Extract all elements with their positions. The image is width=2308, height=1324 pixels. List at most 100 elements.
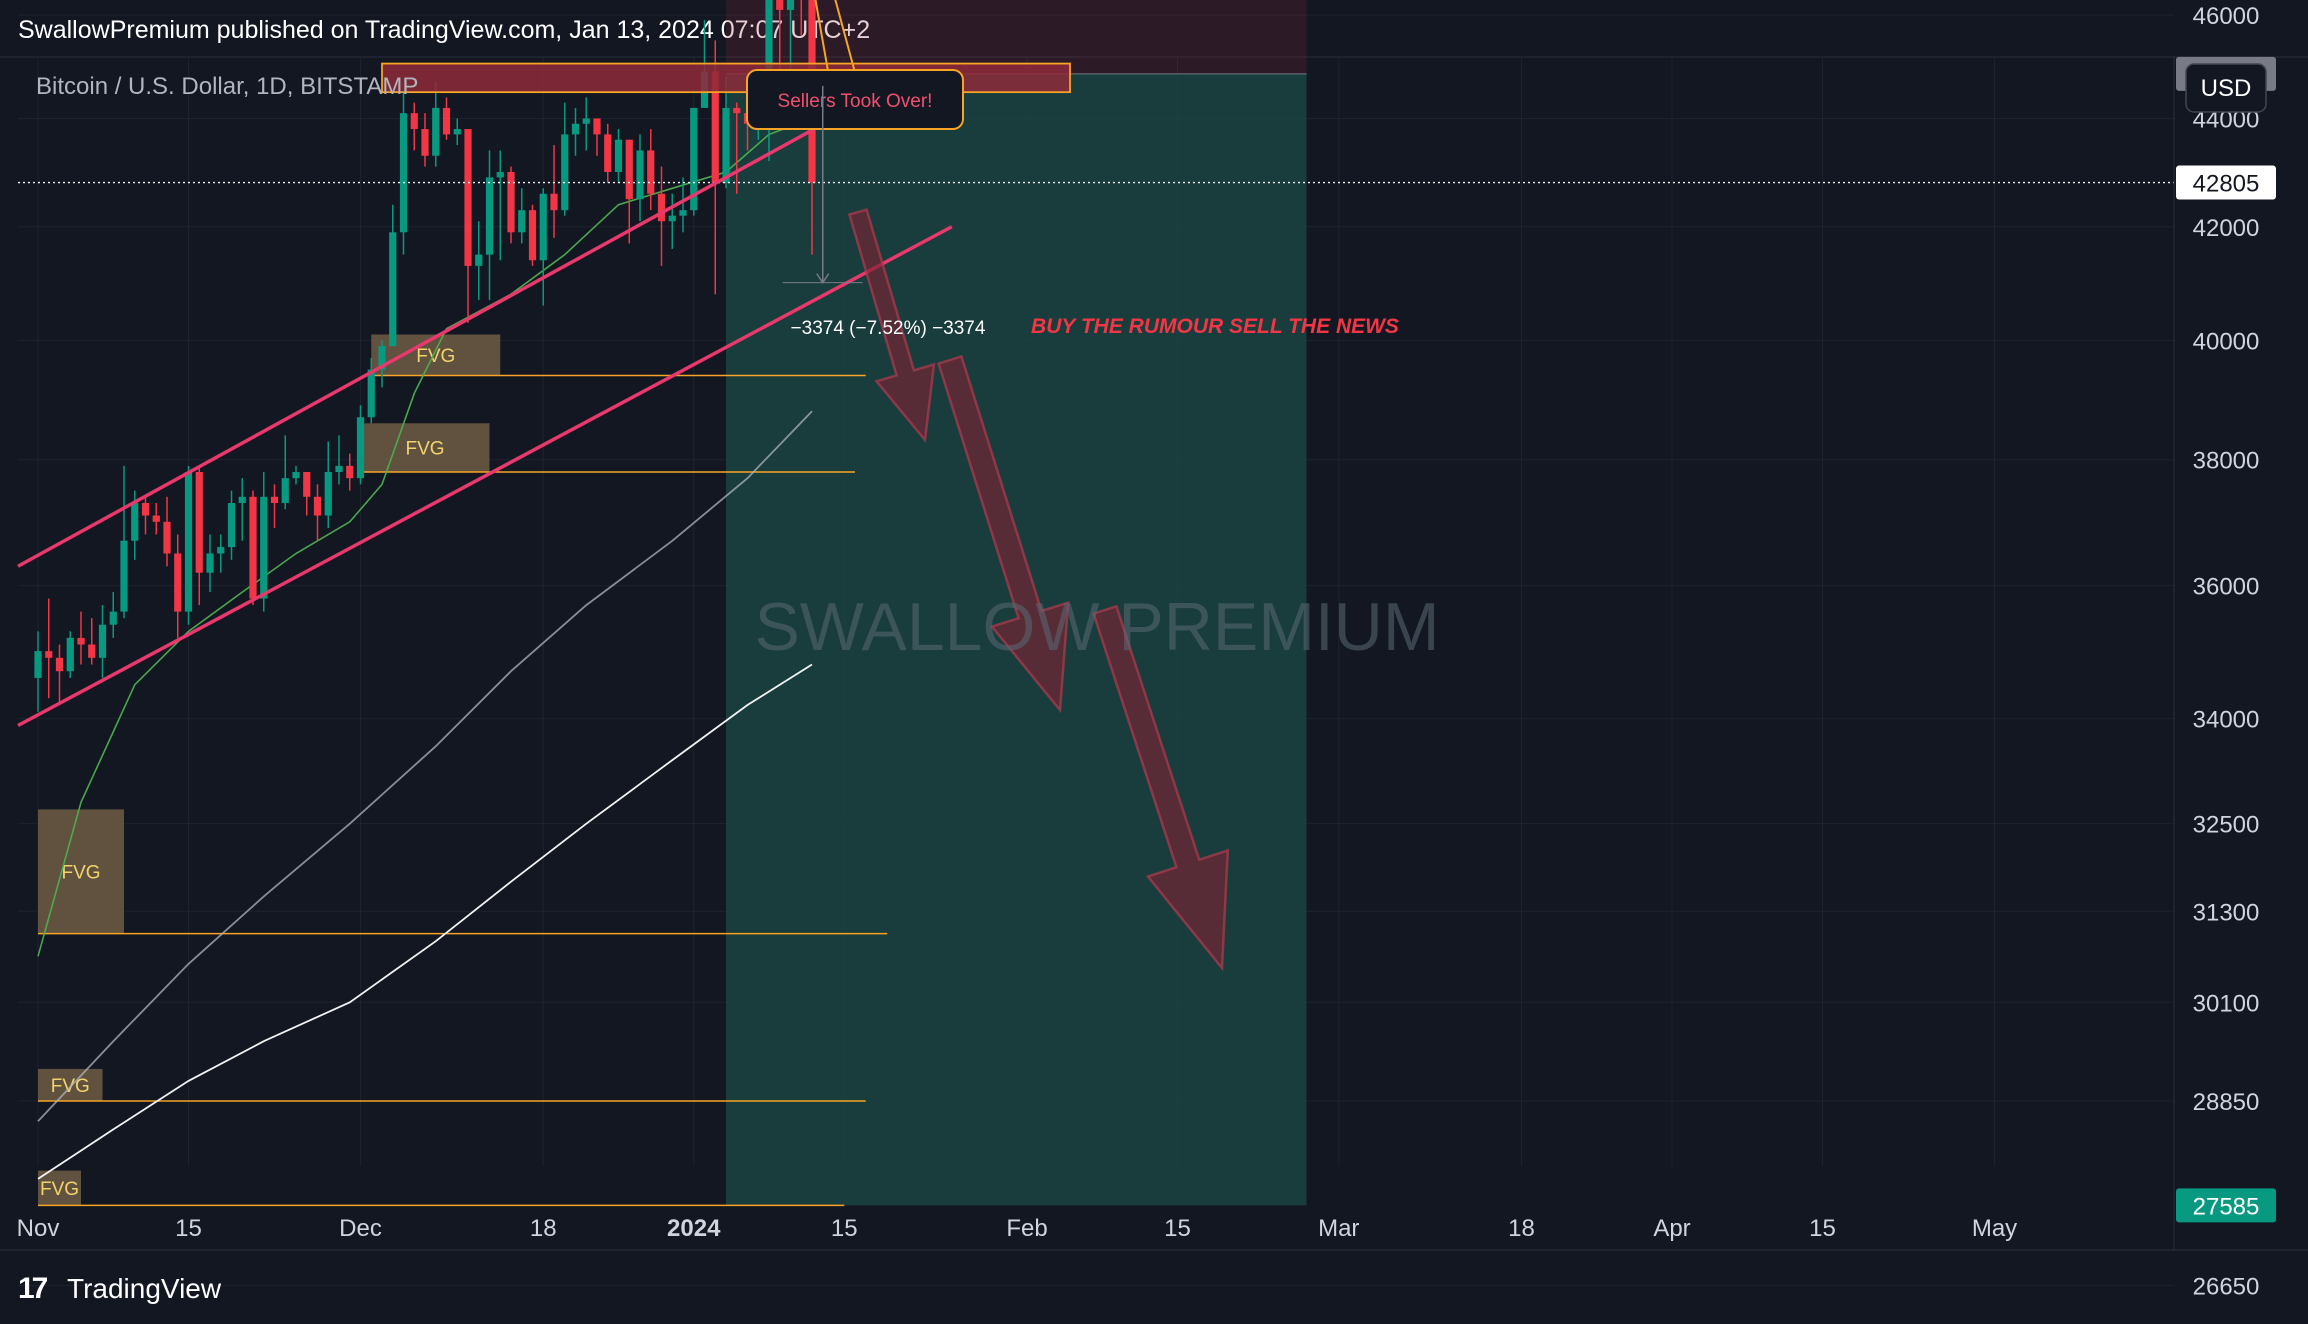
candle-body bbox=[625, 139, 633, 200]
x-tick-label: 15 bbox=[831, 1215, 858, 1242]
down-arrow-1 bbox=[847, 207, 936, 444]
candle-body bbox=[184, 472, 193, 612]
candle-body bbox=[410, 113, 418, 130]
y-tick-label: 36000 bbox=[2193, 574, 2260, 601]
y-tick-label: 34000 bbox=[2193, 707, 2260, 734]
candle-body bbox=[335, 465, 343, 473]
candle-body bbox=[561, 134, 569, 211]
candle-body bbox=[647, 150, 655, 194]
currency-button-box[interactable] bbox=[2185, 63, 2267, 113]
fvg-label: FVG bbox=[40, 1179, 79, 1200]
candle-body bbox=[421, 129, 429, 156]
fvg-zone bbox=[38, 809, 124, 934]
x-tick-label: 15 bbox=[1809, 1215, 1836, 1242]
tradingview-logo[interactable]: 17 TradingView bbox=[18, 1272, 222, 1305]
watermark: SWALLOW PREMIUM bbox=[754, 589, 1439, 665]
x-tick-label: Apr bbox=[1653, 1215, 1690, 1242]
candle-body bbox=[378, 346, 386, 370]
candle-body bbox=[88, 644, 96, 658]
candle-body bbox=[722, 107, 730, 183]
callout-box bbox=[746, 69, 964, 130]
callout-text: Sellers Took Over! bbox=[778, 91, 933, 112]
price-tag-label: 27585 bbox=[2193, 1193, 2260, 1220]
fvg-zone bbox=[360, 423, 490, 473]
down-arrow-2 bbox=[937, 354, 1070, 714]
candle-body bbox=[313, 496, 322, 516]
candle-body bbox=[776, 0, 784, 10]
x-tick-label: 15 bbox=[175, 1215, 202, 1242]
candle-body bbox=[432, 107, 440, 156]
candle-body bbox=[238, 496, 246, 504]
candle-body bbox=[66, 637, 74, 672]
candle-body bbox=[120, 540, 128, 612]
symbol-title: Bitcoin / U.S. Dollar, 1D, BITSTAMP bbox=[36, 73, 418, 100]
currency-button[interactable]: USD bbox=[2185, 63, 2267, 113]
candle-body bbox=[496, 171, 504, 178]
fvg-label: FVG bbox=[416, 346, 455, 367]
candle-body bbox=[485, 177, 494, 255]
buy-rumour-text: BUY THE RUMOUR SELL THE NEWS bbox=[1031, 315, 1399, 338]
candle-body bbox=[217, 547, 225, 554]
x-tick-label: Feb bbox=[1006, 1215, 1047, 1242]
candle-body bbox=[464, 129, 472, 266]
candle-body bbox=[733, 107, 741, 114]
channel-upper-line bbox=[17, 93, 878, 568]
candle-body bbox=[98, 624, 107, 658]
candle-body bbox=[281, 478, 289, 504]
candle-body bbox=[550, 193, 558, 211]
y-tick-label: 32500 bbox=[2193, 812, 2260, 839]
x-tick-label: 2024 bbox=[667, 1215, 721, 1242]
currency-button-label[interactable]: USD bbox=[2201, 75, 2252, 102]
candle-body bbox=[34, 651, 42, 678]
candle-body bbox=[636, 150, 644, 200]
x-tick-label: Nov bbox=[17, 1215, 60, 1242]
candle-body bbox=[77, 637, 85, 645]
fvg-label: FVG bbox=[405, 439, 444, 460]
price-tag bbox=[2176, 1188, 2276, 1223]
y-tick-label: 31300 bbox=[2193, 899, 2260, 926]
candle-body bbox=[303, 472, 311, 497]
candle-body bbox=[765, 0, 773, 124]
x-tick-label: Mar bbox=[1318, 1215, 1359, 1242]
candle-body bbox=[152, 515, 160, 522]
candle-body bbox=[475, 254, 483, 266]
candle-body bbox=[227, 503, 236, 548]
candle-body bbox=[346, 465, 354, 479]
candle-body bbox=[614, 139, 623, 172]
candle-body bbox=[324, 472, 332, 516]
candle-body bbox=[195, 472, 203, 573]
y-tick-label: 40000 bbox=[2193, 328, 2260, 355]
candle-body bbox=[507, 171, 515, 233]
publisher-line: SwallowPremium published on TradingView.… bbox=[18, 16, 870, 44]
price-tag-label: 42805 bbox=[2193, 171, 2260, 198]
candle-body bbox=[668, 215, 676, 222]
y-tick-label: 46000 bbox=[2193, 3, 2260, 30]
candle-body bbox=[604, 134, 612, 172]
time-axis[interactable]: Nov 15 Dec 18 2024 15 Feb 15 Mar 18 Apr 15 May bbox=[17, 1215, 2018, 1242]
y-tick-label: 28850 bbox=[2193, 1089, 2260, 1116]
price-tag bbox=[2176, 165, 2276, 200]
candle-body bbox=[582, 118, 590, 124]
candle-body bbox=[270, 496, 279, 504]
tradingview-brand[interactable]: TradingView bbox=[67, 1273, 222, 1304]
candle-body bbox=[249, 496, 257, 599]
channel-lower-line bbox=[17, 225, 953, 728]
candle-body bbox=[453, 129, 461, 135]
candle-body bbox=[292, 472, 300, 479]
fvg-zone bbox=[38, 1068, 103, 1101]
x-tick-label: Dec bbox=[339, 1215, 382, 1242]
candle-body bbox=[711, 71, 719, 183]
candle-body bbox=[389, 232, 397, 347]
x-tick-label: May bbox=[1972, 1215, 2017, 1242]
trend-channel bbox=[17, 93, 953, 728]
candle-body bbox=[55, 657, 64, 672]
candle-body bbox=[679, 210, 687, 216]
candle-body bbox=[657, 193, 666, 222]
candle-body bbox=[593, 118, 601, 135]
down-arrow-3 bbox=[1092, 604, 1230, 972]
candle-body bbox=[690, 107, 698, 211]
ma-line bbox=[37, 663, 813, 1180]
y-tick-label: 38000 bbox=[2193, 448, 2260, 475]
candle-body bbox=[356, 417, 365, 479]
